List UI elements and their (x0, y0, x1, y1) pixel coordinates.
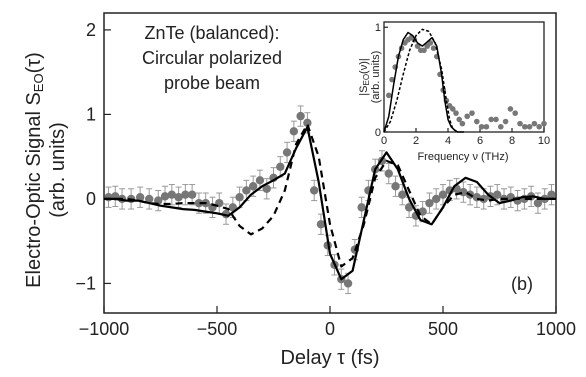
main-data-point (533, 198, 543, 208)
inset-data-point (541, 120, 547, 127)
main-solid-curve (104, 126, 556, 281)
main-x-tick-label: −500 (197, 319, 238, 339)
main-data-point (248, 182, 258, 191)
inset-x-tick-label: 6 (477, 135, 483, 147)
main-data-point (167, 190, 176, 199)
main-y-tick-label: 0 (86, 189, 96, 209)
inset-solid-curve (383, 31, 464, 133)
main-dashed-curve (104, 123, 556, 268)
inset-data-point (483, 123, 490, 130)
y-axis-title-main: Electro-Optic Signal S (23, 92, 45, 288)
inset-data-point (488, 116, 495, 123)
inset-data-point (421, 47, 427, 54)
inset-data-point (389, 76, 395, 83)
y-axis-title-line-1: Electro-Optic Signal SEO(τ) (23, 52, 46, 288)
main-x-tick-label: 1000 (536, 319, 576, 339)
main-data-point (282, 148, 292, 157)
main-data-point (276, 162, 285, 172)
main-y-tick-label: 2 (86, 20, 96, 40)
main-data-point (432, 194, 441, 204)
main-y-tick-label: 1 (86, 104, 96, 124)
main-data-point (160, 192, 170, 201)
panel-label: (b) (511, 274, 533, 294)
main-data-point (316, 220, 326, 229)
main-data-point (194, 198, 204, 208)
main-data-point (493, 190, 502, 199)
inset-y-title-argument: (ν)| (358, 58, 370, 74)
inset-data-point (469, 110, 475, 116)
main-data-point (303, 118, 312, 128)
inset-data-point (456, 116, 463, 123)
main-data-point (255, 176, 265, 185)
inset-data-point (427, 40, 434, 46)
inset-data-point (507, 106, 514, 112)
inset-data-point (517, 120, 523, 127)
main-data-point (228, 203, 238, 212)
main-data-point (438, 190, 448, 199)
inset-y-tick-label: 1 (375, 22, 381, 34)
y-axis-title-subscript: EO (31, 73, 46, 92)
inset-data-point (474, 118, 480, 125)
annotation-line-1: ZnTe (balanced): (144, 23, 279, 43)
inset-data-point (430, 45, 437, 51)
main-data-point (187, 190, 197, 199)
main-data-point (384, 169, 393, 178)
main-data-point (547, 190, 556, 199)
inset-y-axis-title-line-2: (arb. units) (370, 51, 382, 104)
inset-data-point (493, 116, 499, 123)
main-data-point (181, 190, 190, 199)
main-data-point (343, 279, 353, 288)
inset-y-title-main: |S (358, 86, 370, 96)
main-data-point (398, 190, 407, 199)
main-data-point (262, 184, 271, 193)
annotation-line-2: Circular polarized (142, 48, 282, 68)
main-x-tick-label: 0 (325, 319, 335, 339)
main-x-tick-label: −1000 (79, 319, 130, 339)
main-data-point (296, 111, 305, 121)
inset-y-title-subscript: EO (362, 74, 371, 86)
main-data-point (242, 186, 251, 195)
main-y-tick-label: −1 (75, 273, 96, 293)
main-data-point (135, 193, 145, 202)
main-data-point (145, 194, 154, 204)
main-data-point (289, 127, 299, 136)
annotation-line-3: probe beam (164, 73, 260, 93)
inset-plot-layer: 0 2 4 6 8 10 0 1 (375, 22, 550, 147)
inset-data-point (450, 106, 456, 112)
inset-y-tick-label: 0 (375, 127, 381, 139)
inset-data-point (502, 118, 509, 125)
inset-x-axis-title: Frequency ν (THz) (417, 151, 508, 163)
main-x-tick-label: 500 (428, 319, 458, 339)
inset-data-point (522, 123, 528, 130)
inset-data-point (459, 120, 466, 127)
y-axis-title-argument: (τ) (23, 52, 45, 73)
main-data-point (425, 198, 434, 208)
inset-data-point (531, 120, 538, 127)
inset-data-point (512, 110, 518, 116)
inset-data-point (498, 123, 504, 130)
inset-data-point (526, 123, 533, 130)
inset-x-tick-label: 8 (509, 135, 515, 147)
inset-x-tick-label: 2 (413, 135, 419, 147)
inset-x-tick-label: 10 (538, 135, 550, 147)
inset-data-point (478, 123, 485, 130)
inset-dashed-curve (383, 28, 459, 133)
main-data-point (235, 193, 244, 202)
inset-data-point (536, 123, 542, 130)
inset-y-axis-title-line-1: |SEO(ν)| (358, 58, 371, 95)
inset-data-point (464, 113, 471, 120)
inset-x-tick-label: 4 (445, 135, 451, 147)
inset-x-tick-label: 0 (381, 135, 387, 147)
main-data-point (391, 182, 400, 191)
inset-data-point (453, 110, 459, 116)
main-data-point (174, 193, 183, 202)
inset-data-point (386, 92, 392, 99)
main-data-point (357, 203, 366, 212)
x-axis-title: Delay τ (fs) (280, 347, 379, 369)
y-axis-title-line-2: (arb. units) (47, 122, 69, 218)
main-data-point (309, 186, 319, 195)
main-data-point (404, 203, 414, 212)
